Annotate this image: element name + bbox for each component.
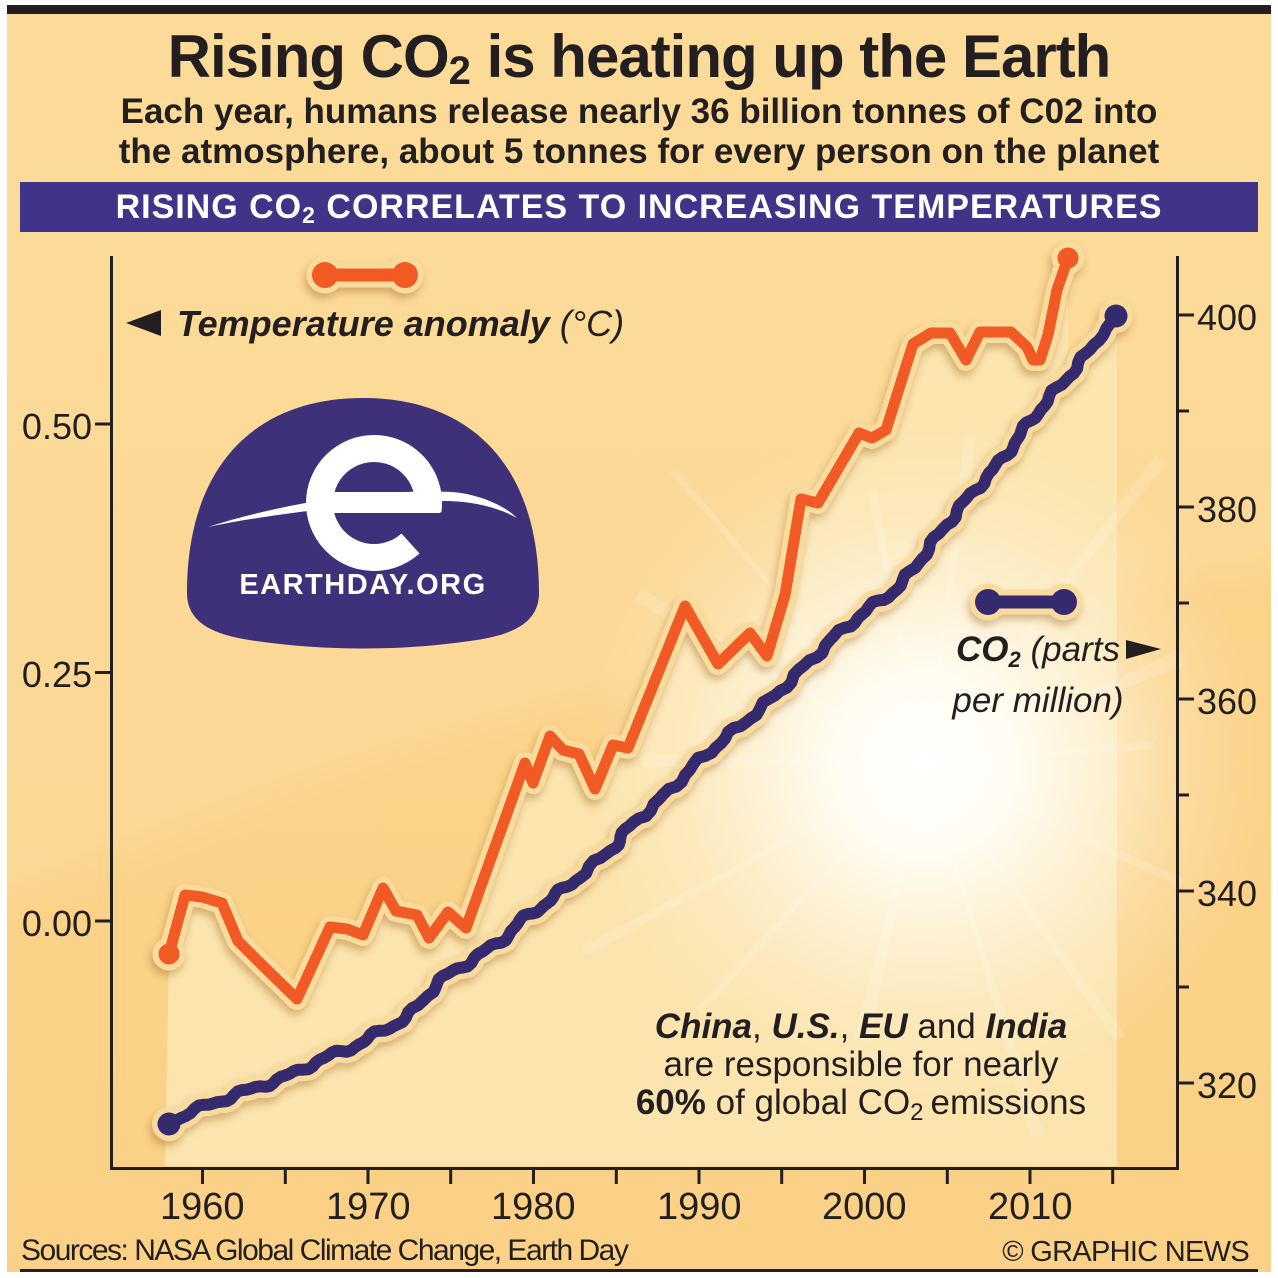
svg-text:EARTHDAY.ORG: EARTHDAY.ORG [239,569,486,601]
